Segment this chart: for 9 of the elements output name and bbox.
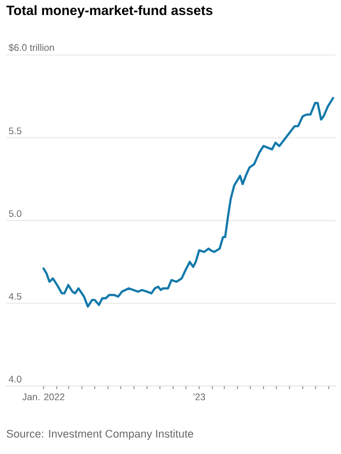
y-tick-label: $6.0 trillion [8, 44, 54, 52]
source-note: Source: Investment Company Institute [6, 430, 194, 440]
y-tick-label: 5.5 [8, 128, 22, 134]
y-tick-label: 4.5 [8, 293, 22, 300]
x-tick-label: ’23 [193, 394, 206, 400]
chart-title: Total money-market-fund assets [6, 5, 212, 18]
x-tick-label: Jan. 2022 [22, 394, 64, 400]
y-tick-label: 4.0 [8, 376, 22, 382]
y-tick-label: 5.0 [8, 210, 22, 217]
